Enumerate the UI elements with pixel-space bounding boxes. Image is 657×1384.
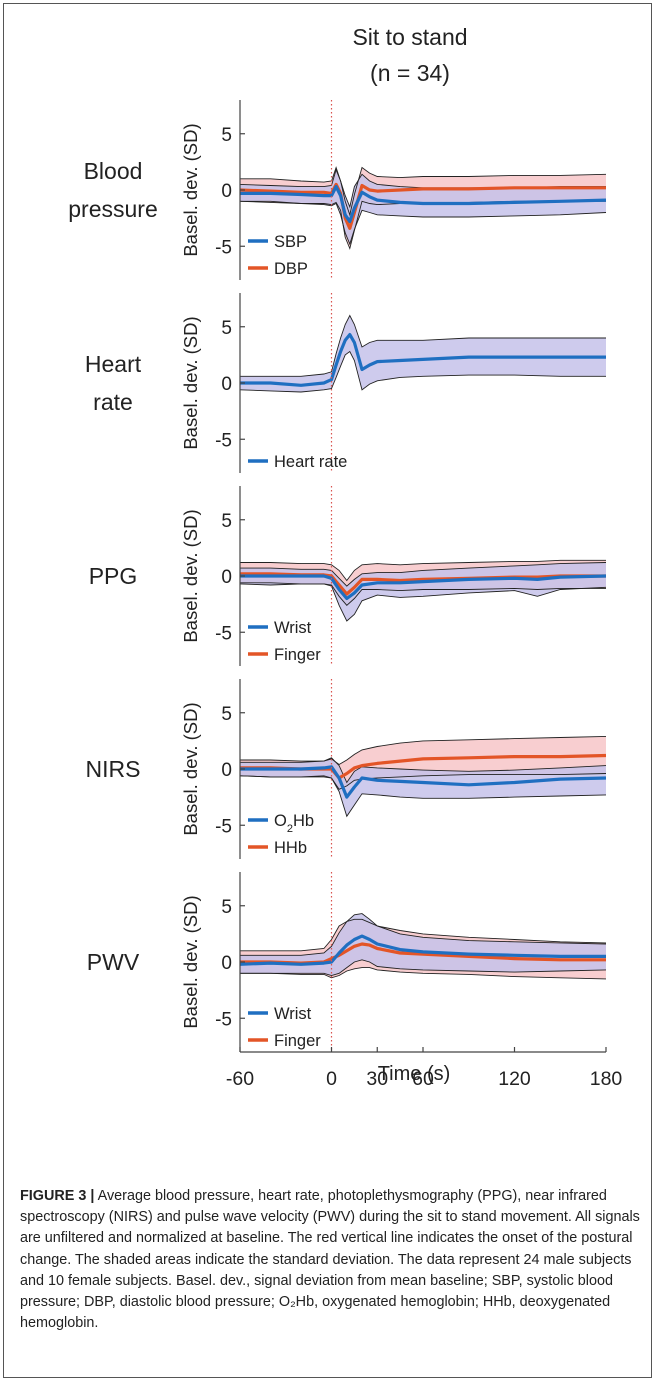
chart-title: Sit to stand xyxy=(352,24,467,50)
legend-label: SBP xyxy=(274,233,307,251)
sd-outline-sd-upper xyxy=(240,562,607,587)
y-tick-label: 0 xyxy=(221,760,232,781)
panel-4: 5 0 -5 Basel. dev. (SD) PWV Wrist Finger xyxy=(87,872,607,1052)
y-tick-label: -5 xyxy=(215,430,232,451)
sd-outline-sd-lower xyxy=(240,200,607,246)
legend-label: Finger xyxy=(274,646,321,664)
panel-0: 5 0 -5 Basel. dev. (SD) Blood pressure SBP DBP xyxy=(68,100,607,280)
legend-label: Finger xyxy=(274,1032,321,1050)
panel-label: rate xyxy=(93,389,133,415)
mean-line-wrist xyxy=(240,574,607,601)
legend-label: O2Hb xyxy=(274,812,314,835)
legend-label: Heart rate xyxy=(274,453,347,471)
mean-line-wrist xyxy=(239,934,606,966)
sd-outline-sd-upper xyxy=(240,735,607,766)
sd-outline-sd-upper xyxy=(240,757,607,784)
sd-outline-sd-lower xyxy=(239,583,607,622)
sd-band-wrist xyxy=(240,562,606,621)
mean-line-o₂hb xyxy=(240,765,607,799)
y-tick-label: 5 xyxy=(221,318,232,339)
sd-outline-sd-lower xyxy=(239,773,607,790)
chart-subtitle: (n = 34) xyxy=(370,60,450,86)
x-tick-label: 180 xyxy=(590,1068,623,1090)
y-axis-label: Basel. dev. (SD) xyxy=(180,509,201,642)
sd-outline-sd-lower xyxy=(239,775,607,818)
sd-outline-sd-lower xyxy=(239,350,606,393)
panel-label: Heart xyxy=(85,351,142,377)
y-tick-label: 5 xyxy=(221,704,232,725)
legend-label: Wrist xyxy=(274,1005,312,1023)
sd-outline-sd-upper xyxy=(240,918,607,952)
mean-line-heart rate xyxy=(240,333,606,387)
figure-svg: Sit to stand (n = 34) 5 0 -5 Basel. dev. (S… xyxy=(68,24,623,1090)
legend-label: HHb xyxy=(274,839,307,857)
y-axis-label: Basel. dev. (SD) xyxy=(180,895,201,1028)
y-tick-label: 0 xyxy=(221,181,232,202)
y-tick-label: -5 xyxy=(215,237,232,258)
sd-outline-sd-upper xyxy=(240,166,607,217)
panel-label: pressure xyxy=(68,196,157,222)
y-tick-label: 0 xyxy=(221,953,232,974)
figure-caption: FIGURE 3 | Average blood pressure, heart… xyxy=(20,1186,640,1334)
y-axis-label: Basel. dev. (SD) xyxy=(180,123,201,256)
x-tick-label: -60 xyxy=(226,1068,254,1090)
y-tick-label: -5 xyxy=(215,623,232,644)
sd-outline-sd-upper xyxy=(240,913,607,956)
mean-line-sbp xyxy=(240,185,607,224)
panel-1: 5 0 -5 Basel. dev. (SD) Heart rate Heart rate xyxy=(85,293,606,473)
y-tick-label: -5 xyxy=(215,816,232,837)
sd-band-heart rate xyxy=(240,315,606,392)
y-tick-label: 0 xyxy=(221,567,232,588)
y-tick-label: -5 xyxy=(215,1009,232,1030)
panel-label: PWV xyxy=(87,949,140,975)
sd-outline-sd-lower xyxy=(240,959,607,976)
y-axis-label: Basel. dev. (SD) xyxy=(180,316,201,449)
legend-label: DBP xyxy=(274,260,308,278)
sd-outline-sd-upper xyxy=(240,559,606,582)
y-tick-label: 5 xyxy=(221,125,232,146)
x-tick-label: 0 xyxy=(326,1068,337,1090)
legend-label: Wrist xyxy=(274,619,312,637)
x-axis-label: Time (s) xyxy=(378,1063,451,1085)
figure-frame xyxy=(3,3,652,1378)
sd-outline-sd-lower xyxy=(240,967,607,980)
panel-label: NIRS xyxy=(86,756,141,782)
y-axis-label: Basel. dev. (SD) xyxy=(180,702,201,835)
panel-3: 5 0 -5 Basel. dev. (SD) NIRS O2Hb HHb xyxy=(86,679,607,859)
x-tick-label: 120 xyxy=(498,1068,531,1090)
x-axis: -60 0 30 60 120 180 xyxy=(226,1047,623,1090)
panel-2: 5 0 -5 Basel. dev. (SD) PPG Wrist Finger xyxy=(89,486,607,666)
y-tick-label: 5 xyxy=(221,511,232,532)
caption-text: Average blood pressure, heart rate, phot… xyxy=(20,1188,640,1332)
sd-outline-sd-upper xyxy=(240,314,606,377)
panel-label: PPG xyxy=(89,563,138,589)
sd-band-wrist xyxy=(240,913,606,976)
x-tick-label: 30 xyxy=(366,1068,388,1090)
y-tick-label: 5 xyxy=(221,897,232,918)
panel-label: Blood xyxy=(84,158,143,184)
x-tick-label: 60 xyxy=(412,1068,434,1090)
y-tick-label: 0 xyxy=(221,374,232,395)
caption-label: FIGURE 3 | xyxy=(20,1188,95,1204)
